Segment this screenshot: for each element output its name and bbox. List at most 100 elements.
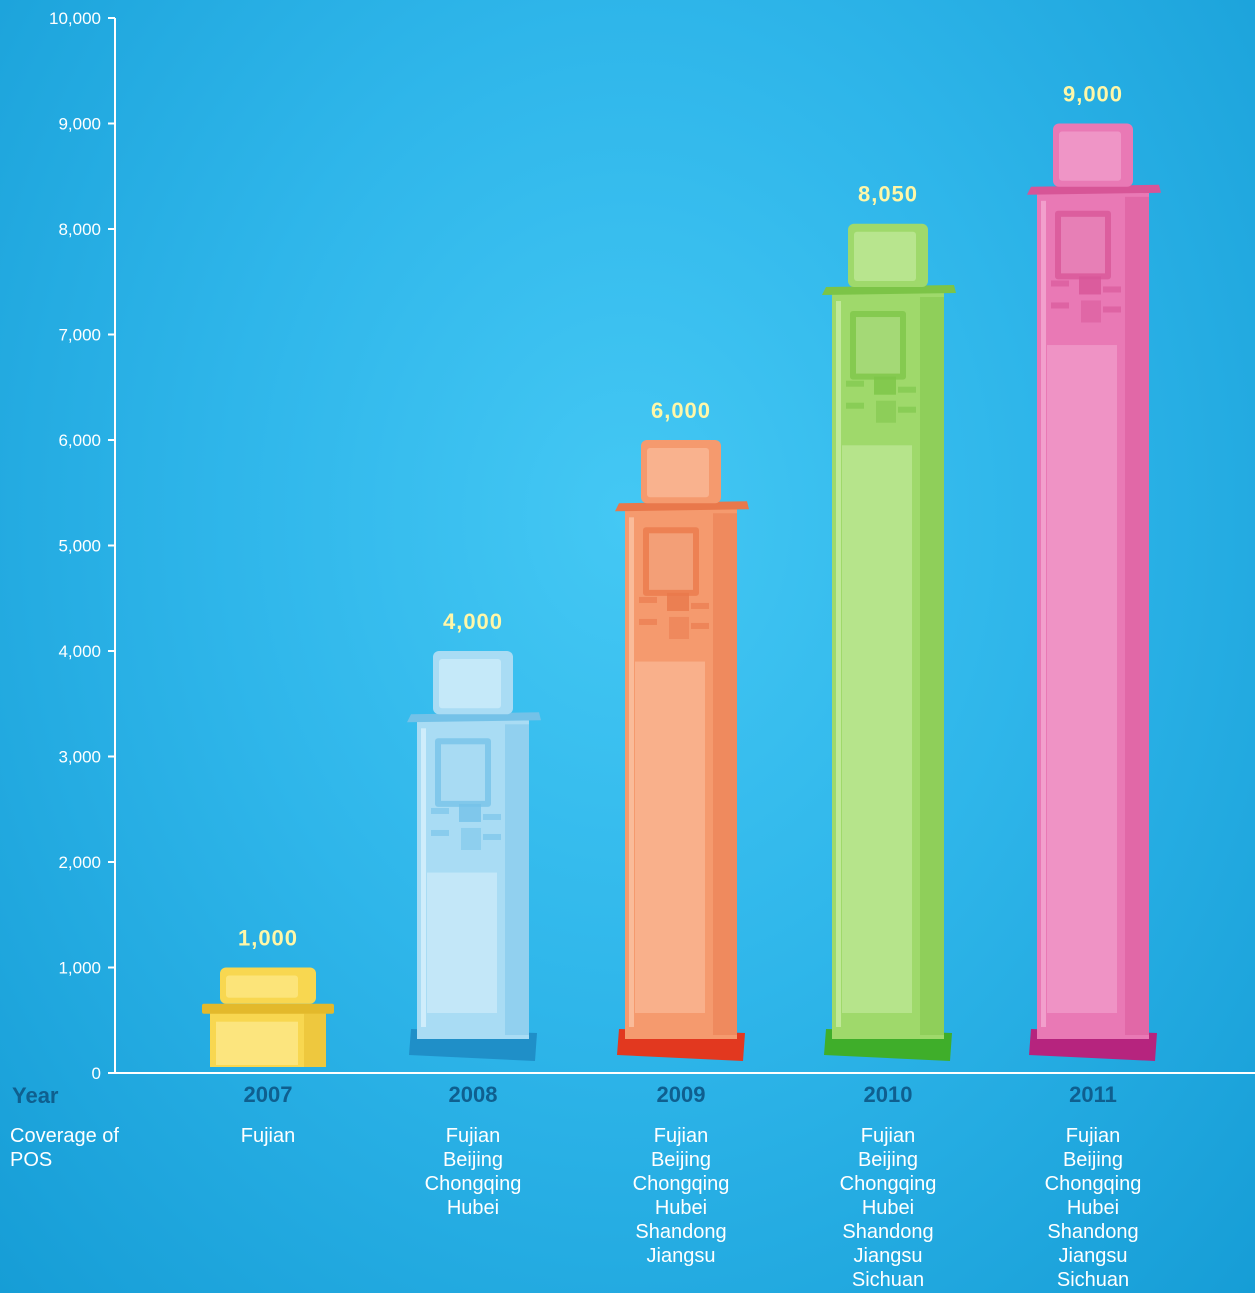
- x-tick-label-2008: 2008: [448, 1082, 498, 1107]
- coverage-region: Hubei: [446, 1197, 500, 1219]
- bar-side: [505, 724, 529, 1035]
- y-tick-label: 5,000: [58, 537, 101, 556]
- coverage-list-2011: Fujian Beijing Chongqing Hubei Shandong Jiang…: [1013, 1124, 1173, 1292]
- coverage-region: Sichuan: [851, 1269, 925, 1291]
- bar-highlight: [421, 728, 426, 1027]
- coverage-region: Jiangsu: [1058, 1245, 1128, 1267]
- bar-side: [1125, 196, 1149, 1036]
- coverage-region: Beijing: [857, 1149, 919, 1171]
- bar-keypad: [459, 803, 481, 822]
- bar-button: [898, 386, 916, 393]
- bar-screen-glass: [856, 317, 900, 374]
- coverage-list-2008: Fujian Beijing Chongqing Hubei: [393, 1124, 553, 1220]
- bar-roof: [1027, 184, 1161, 195]
- coverage-region: Fujian: [653, 1125, 709, 1147]
- coverage-region: Sichuan: [1056, 1269, 1130, 1291]
- value-label-2009: 6,000: [651, 398, 711, 423]
- coverage-region: Jiangsu: [646, 1245, 716, 1267]
- x-axis-title: Year: [12, 1083, 59, 1108]
- y-tick-label: 10,000: [49, 9, 101, 28]
- coverage-list-2009: Fujian Beijing Chongqing Hubei Shandong Jiang…: [601, 1124, 761, 1268]
- bar-highlight: [629, 517, 634, 1027]
- coverage-region: Beijing: [1062, 1149, 1124, 1171]
- y-tick-label: 7,000: [58, 326, 101, 345]
- y-tick-label: 3,000: [58, 748, 101, 767]
- bar-button: [1051, 280, 1069, 287]
- coverage-region: Hubei: [654, 1197, 708, 1219]
- bar-button: [483, 833, 501, 840]
- coverage-region: Fujian: [1065, 1125, 1121, 1147]
- bar-lower-panel: [1047, 345, 1117, 1013]
- bar-2011: 9,000: [1027, 82, 1161, 1061]
- bar-2010: 8,050: [822, 182, 956, 1061]
- bar-keypad: [1079, 276, 1101, 295]
- coverage-list-2007: Fujian: [188, 1124, 348, 1148]
- bar-group: 1,000 4,000 6,000 8,050 9,000: [202, 82, 1161, 1067]
- bar-2008: 4,000: [407, 609, 541, 1061]
- value-label-2007: 1,000: [238, 926, 298, 951]
- bar-lower-panel: [635, 661, 705, 1013]
- bar-topper-face: [439, 659, 501, 709]
- coverage-row-title: Coverage of POS: [10, 1125, 119, 1171]
- value-label-2011: 9,000: [1063, 82, 1123, 107]
- y-tick-label: 9,000: [58, 115, 101, 134]
- bar-2007: 1,000: [202, 926, 334, 1067]
- bar-button: [639, 618, 657, 625]
- bar-button: [691, 602, 709, 609]
- coverage-region: Fujian: [445, 1125, 501, 1147]
- bar-side: [713, 513, 737, 1035]
- coverage-region: Hubei: [861, 1197, 915, 1219]
- bar-button: [483, 813, 501, 820]
- x-tick-label-2010: 2010: [863, 1082, 913, 1107]
- coverage-region: Chongqing: [632, 1173, 730, 1195]
- bar-keypad-lower: [1081, 300, 1101, 323]
- coverage-region: Shandong: [842, 1221, 934, 1243]
- bar-button: [1051, 302, 1069, 309]
- bar-lower-panel: [427, 872, 497, 1013]
- y-axis: 0 1,000 2,000 3,000 4,000 5,000 6,000 7,000 8,00…: [49, 9, 116, 1083]
- bar-button: [431, 807, 449, 814]
- value-label-2010: 8,050: [858, 182, 918, 207]
- y-tick-label: 2,000: [58, 853, 101, 872]
- coverage-region: Fujian: [240, 1125, 296, 1147]
- bar-keypad-lower: [461, 827, 481, 850]
- y-tick-label: 4,000: [58, 642, 101, 661]
- bar-keypad: [667, 592, 689, 611]
- coverage-region: Hubei: [1066, 1197, 1120, 1219]
- y-tick-label: 1,000: [58, 959, 101, 978]
- bar-button: [1103, 286, 1121, 293]
- bar-keypad: [874, 376, 896, 395]
- bar-button: [431, 829, 449, 836]
- bar-roof: [822, 285, 956, 296]
- y-tick-label: 0: [92, 1064, 101, 1083]
- x-tick-label-2009: 2009: [656, 1082, 706, 1107]
- coverage-list-2010: Fujian Beijing Chongqing Hubei Shandong Jiang…: [808, 1124, 968, 1292]
- bar-button: [691, 622, 709, 629]
- coverage-region: Chongqing: [839, 1173, 937, 1195]
- bar-button: [639, 596, 657, 603]
- bar-button: [1103, 306, 1121, 313]
- y-tick-label: 8,000: [58, 220, 101, 239]
- bar-button: [846, 402, 864, 409]
- x-tick-label-2007: 2007: [243, 1082, 293, 1107]
- bar-topper-face: [1059, 131, 1121, 181]
- bar-button: [898, 406, 916, 413]
- coverage-region: Fujian: [860, 1125, 916, 1147]
- x-tick-label-2011: 2011: [1069, 1082, 1117, 1107]
- bar-button: [846, 380, 864, 387]
- bar-screen-glass: [1061, 216, 1105, 274]
- bar-screen: [643, 527, 699, 596]
- bar-2009: 6,000: [615, 398, 749, 1061]
- coverage-region: Beijing: [650, 1149, 712, 1171]
- bar-panel: [216, 1021, 298, 1065]
- bar-topper-face: [854, 231, 916, 282]
- coverage-region: Jiangsu: [853, 1245, 923, 1267]
- bar-side: [304, 1013, 326, 1067]
- value-label-2008: 4,000: [443, 609, 503, 634]
- coverage-region: Chongqing: [1044, 1173, 1142, 1195]
- coverage-region: Chongqing: [424, 1173, 522, 1195]
- bar-screen: [850, 311, 906, 380]
- y-tick-label: 6,000: [58, 431, 101, 450]
- bar-side: [920, 297, 944, 1035]
